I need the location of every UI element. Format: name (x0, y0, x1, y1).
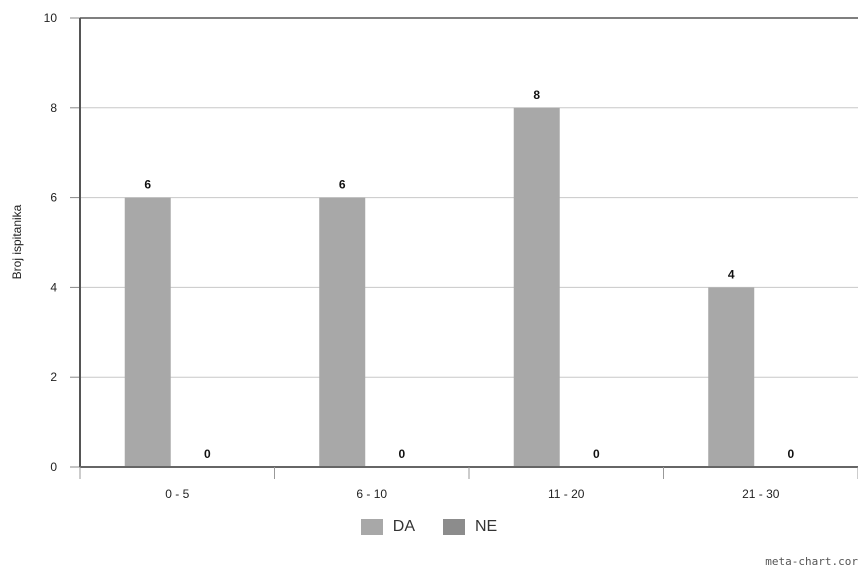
bar-chart: 6 6 8 4 0 0 0 0 0 2 4 6 8 10 0 - 5 6 - 10 11 - 20 21 - 3… (10, 11, 858, 501)
data-label: 0 (399, 447, 406, 461)
y-axis-title: Broj ispitanika (10, 204, 24, 279)
data-label: 0 (788, 447, 795, 461)
bar-da (124, 197, 171, 467)
data-label: 8 (533, 88, 540, 102)
y-tick-label: 4 (50, 280, 57, 294)
data-label: 6 (339, 178, 346, 192)
legend-label: NE (475, 518, 498, 535)
data-labels: 6 6 8 4 0 0 0 0 (144, 88, 794, 461)
y-tick-label: 8 (50, 101, 57, 115)
x-tick-label: 6 - 10 (356, 487, 387, 501)
legend-swatch (443, 519, 465, 535)
legend-item-da: DA (360, 518, 415, 536)
x-tick-label: 21 - 30 (742, 487, 780, 501)
legend-swatch (360, 519, 383, 535)
y-tick-label: 0 (50, 460, 57, 474)
data-label: 0 (204, 447, 211, 461)
bar-da (708, 287, 755, 467)
y-tick-label: 10 (44, 11, 58, 25)
y-tick-label: 2 (50, 370, 57, 384)
legend-item-ne: NE (443, 518, 497, 536)
legend-label: DA (392, 518, 415, 535)
bar-da (513, 107, 560, 468)
axes: 0 2 4 6 8 10 0 - 5 6 - 10 11 - 20 21 - 30 (44, 11, 858, 501)
x-tick-label: 11 - 20 (548, 487, 585, 501)
data-label: 4 (728, 267, 735, 281)
data-label: 6 (144, 178, 151, 192)
bar-da (319, 197, 366, 467)
data-label: 0 (593, 447, 600, 461)
credit-text: meta-chart.cor (765, 555, 858, 568)
bars (124, 107, 755, 468)
y-tick-label: 6 (50, 191, 57, 205)
x-tick-label: 0 - 5 (165, 487, 189, 501)
legend: DA NE (0, 518, 858, 536)
